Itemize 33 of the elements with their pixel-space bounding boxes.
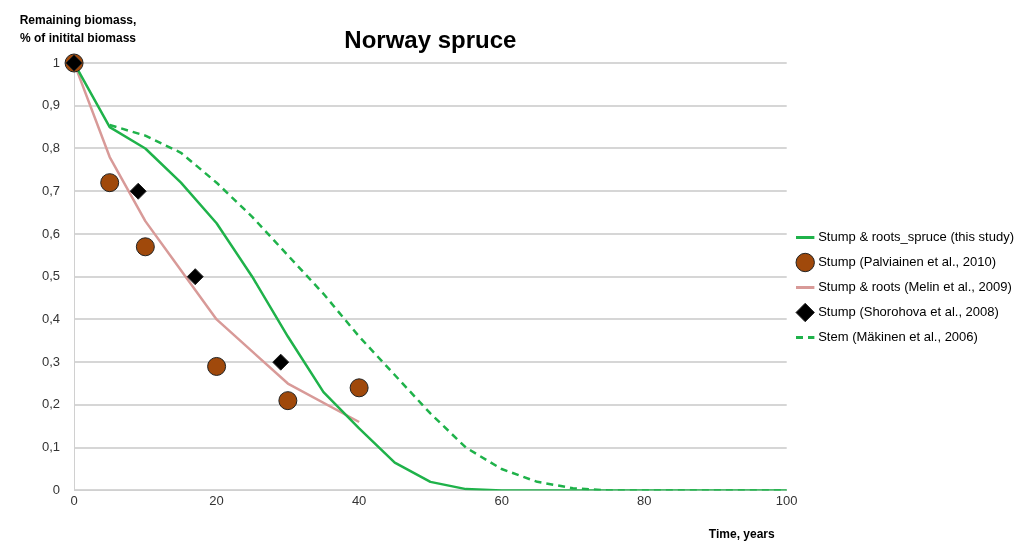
legend-label: Stem (Mäkinen et al., 2006) <box>818 329 978 345</box>
x-tick-label: 20 <box>209 492 224 508</box>
y-axis-title: Remaining biomass, % of initital biomass <box>19 13 137 45</box>
y-tick-label: 0,8 <box>41 140 61 156</box>
x-tick-label: 60 <box>494 492 509 508</box>
x-axis-title: Time, years <box>708 527 776 542</box>
y-tick-label: 0,5 <box>41 268 61 284</box>
legend-label: Stump (Shorohova et al., 2008) <box>818 304 999 320</box>
y-tick-label: 0,7 <box>41 182 61 198</box>
y-tick-label: 0,6 <box>41 225 61 241</box>
y-tick-label: 1 <box>52 54 61 70</box>
legend-label: Stump (Palviainen et al., 2010) <box>818 254 996 270</box>
y-tick-label: 0,4 <box>41 311 61 327</box>
point <box>207 356 227 376</box>
x-tick-label: 80 <box>636 492 652 508</box>
point <box>129 182 147 200</box>
y-tick-label: 0,1 <box>41 439 61 455</box>
chart-title: Norway spruce <box>344 26 517 53</box>
point <box>100 173 120 193</box>
point <box>272 353 290 371</box>
point <box>349 378 369 398</box>
x-tick-label: 100 <box>775 492 798 508</box>
point <box>135 237 155 257</box>
point <box>186 268 204 286</box>
x-tick-label: 40 <box>351 492 367 508</box>
y-tick-label: 0,2 <box>41 396 61 412</box>
y-tick-label: 0,9 <box>41 97 61 113</box>
y-tick-label: 0 <box>52 481 61 497</box>
y-tick-label: 0,3 <box>41 353 61 369</box>
legend-label: Stump & roots (Melin et al., 2009) <box>818 279 1012 295</box>
point <box>278 391 298 411</box>
x-tick-label: 0 <box>70 492 78 508</box>
legend-label: Stump & roots_spruce (this study) <box>818 229 1015 245</box>
